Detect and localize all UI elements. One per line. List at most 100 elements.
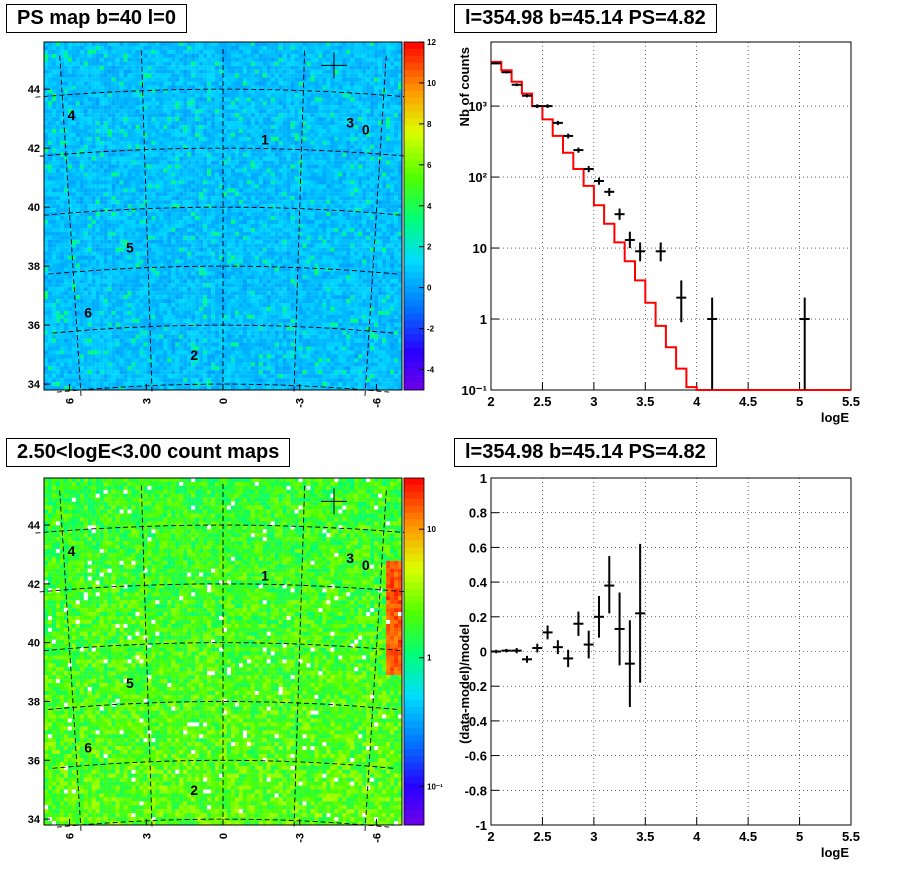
pad2-xtick-label: 3 [590, 394, 597, 409]
pad1-colorbar-cell [404, 272, 424, 279]
pad3-colorbar-cell [404, 686, 424, 693]
pad3-colorbar-cell [404, 776, 424, 783]
pad3-colorbar-cell [404, 575, 424, 582]
pad1-colorbar-label: 0 [427, 284, 432, 293]
pad3-source-label: 1 [261, 567, 269, 583]
pad2-xtick-label: 4.5 [739, 394, 757, 409]
pad1-source-label: 5 [126, 240, 134, 256]
pad1-ytick-label: 36 [28, 320, 40, 332]
pad1-colorbar-cell [404, 112, 424, 119]
pad1-colorbar-cell [404, 383, 424, 390]
pad1-colorbar-cell [404, 244, 424, 251]
pad3-colorbar-cell [404, 513, 424, 520]
pad1-ytick-label: 44 [28, 84, 41, 96]
pad4-title: l=354.98 b=45.14 PS=4.82 [454, 438, 717, 467]
pad1-colorbar-cell [404, 84, 424, 91]
pad4-xtick-label: 4 [693, 829, 701, 844]
pad3-colorbar-cell [404, 804, 424, 811]
pad3-colorbar-cell [404, 554, 424, 561]
pad3-colorbar-cell [404, 783, 424, 790]
pad3-colorbar-cell [404, 631, 424, 638]
pad4-ytick-label: 0.6 [469, 540, 487, 555]
pad3-colorbar-cell [404, 735, 424, 742]
pad1-source-label: 1 [261, 132, 269, 148]
pad1-colorbar-cell [404, 279, 424, 286]
pad3-colorbar-cell [404, 589, 424, 596]
pad1-colorbar-cell [404, 174, 424, 181]
pad3-colorbar-cell [404, 478, 424, 485]
pad1-colorbar-cell [404, 63, 424, 70]
pad2-xtick-label: 2.5 [533, 394, 551, 409]
pad3-xtick-label: 3 [141, 833, 153, 839]
pad3-colorbar-cell [404, 811, 424, 818]
pad1-colorbar-cell [404, 188, 424, 195]
pad4-xtick-label: 4.5 [739, 829, 757, 844]
pad3-colorbar-cell [404, 797, 424, 804]
pad1-colorbar-cell [404, 230, 424, 237]
pad4-xtick-label: 2 [487, 829, 494, 844]
pad3-colorbar-cell [404, 700, 424, 707]
pad2-ylabel: Nb of counts [457, 47, 472, 126]
pad1-ytick-label: 40 [28, 202, 40, 214]
pad3-source-label: 5 [126, 675, 134, 691]
pad4-ytick-label: 0.2 [469, 610, 487, 625]
pad1-ytick-label: 38 [28, 261, 40, 273]
pad1-colorbar-cell [404, 376, 424, 383]
pad2-xtick-label: 3.5 [636, 394, 654, 409]
pad3-colorbar-cell [404, 568, 424, 575]
pad1-colorbar-cell [404, 181, 424, 188]
pad3-colorbar-cell [404, 561, 424, 568]
pad4-ytick-label: 0.8 [469, 506, 487, 521]
pad4-ylabel: (data-model)/model [457, 624, 472, 744]
pad1-colorbar-label: -4 [427, 366, 435, 375]
pad1-colorbar-label: 10 [427, 79, 436, 88]
pad3-colorbar-cell [404, 638, 424, 645]
pad1-colorbar-cell [404, 320, 424, 327]
pad1-colorbar-cell [404, 119, 424, 126]
pad3-colorbar-cell [404, 645, 424, 652]
pad3-colorbar-cell [404, 610, 424, 617]
pad1-xtick-label: 6 [65, 398, 77, 404]
pad1-colorbar-cell [404, 293, 424, 300]
pad4-xtick-label: 2.5 [533, 829, 551, 844]
pad1-xtick-label: 0 [218, 398, 230, 404]
pad4-ytick-label: -1 [475, 818, 487, 833]
pad3-ytick-label: 40 [28, 638, 40, 650]
pad1-colorbar-cell [404, 237, 424, 244]
pad3-colorbar-cell [404, 506, 424, 513]
pad3-xtick-label: -6 [371, 833, 383, 843]
pad1-colorbar-cell [404, 306, 424, 313]
pad1-colorbar-cell [404, 286, 424, 293]
pad3-colorbar-cell [404, 790, 424, 797]
pad3-title: 2.50<logE<3.00 count maps [6, 438, 290, 467]
pad2-xtick-label: 5.5 [842, 394, 860, 409]
pad3-source-label: 2 [190, 782, 198, 798]
pad4-ytick-label: -0.6 [465, 749, 487, 764]
pad4-xtick-label: 3.5 [636, 829, 654, 844]
pad1-colorbar-cell [404, 341, 424, 348]
pad3-colorbar-cell [404, 742, 424, 749]
pad3-xtick-label: 0 [218, 833, 230, 839]
pad3-colorbar-cell [404, 617, 424, 624]
pad1-colorbar-cell [404, 265, 424, 272]
pad3-colorbar-cell [404, 624, 424, 631]
pad1-colorbar-cell [404, 56, 424, 63]
pad3-colorbar-cell [404, 603, 424, 610]
pad2-frame [491, 42, 851, 390]
pad1-colorbar-label: 6 [427, 161, 432, 170]
pad2-title: l=354.98 b=45.14 PS=4.82 [454, 4, 717, 33]
pad4-ytick-label: 0 [480, 645, 487, 660]
pad4-ytick-label: 1 [480, 471, 487, 486]
pad3-colorbar-cell [404, 534, 424, 541]
pad2-ytick-label: 10² [468, 170, 487, 185]
pad1-colorbar-cell [404, 334, 424, 341]
pad1-title: PS map b=40 l=0 [6, 4, 187, 33]
pad1-colorbar-cell [404, 132, 424, 139]
pad3-source-label: 0 [362, 557, 370, 573]
pad3-colorbar-label: 10⁻¹ [427, 782, 443, 791]
pad2-ytick-label: 10⁻¹ [461, 383, 487, 398]
pad3-source-label: 4 [68, 543, 76, 559]
pad2-xtick-label: 4 [693, 394, 701, 409]
